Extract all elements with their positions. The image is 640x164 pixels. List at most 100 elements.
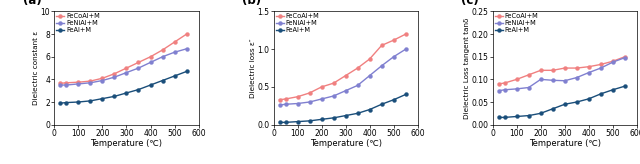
FeAl+M	[111, 95, 118, 97]
FeCoAl+M	[75, 81, 83, 83]
Y-axis label: Dielectric Loss tangent tanδ: Dielectric Loss tangent tanδ	[464, 17, 470, 119]
FeNiAl+M	[402, 48, 410, 50]
FeCoAl+M	[525, 74, 532, 76]
FeCoAl+M	[561, 67, 568, 69]
FeAl+M	[330, 117, 337, 119]
FeNiAl+M	[597, 67, 605, 69]
FeAl+M	[501, 116, 509, 118]
FeNiAl+M	[513, 88, 520, 90]
FeNiAl+M	[585, 72, 593, 74]
FeCoAl+M	[171, 41, 179, 43]
FeNiAl+M	[111, 76, 118, 78]
FeCoAl+M	[621, 56, 628, 58]
FeCoAl+M	[317, 86, 325, 88]
Line: FeCoAl+M: FeCoAl+M	[58, 32, 189, 85]
FeCoAl+M	[134, 61, 142, 63]
FeNiAl+M	[294, 102, 301, 104]
Line: FeNiAl+M: FeNiAl+M	[278, 47, 408, 107]
FeCoAl+M	[56, 82, 64, 84]
FeAl+M	[171, 75, 179, 77]
FeCoAl+M	[330, 82, 337, 84]
FeAl+M	[282, 121, 289, 123]
FeCoAl+M	[513, 78, 520, 80]
FeNiAl+M	[549, 79, 557, 81]
Line: FeCoAl+M: FeCoAl+M	[278, 32, 408, 102]
FeNiAl+M	[342, 90, 349, 92]
FeNiAl+M	[282, 103, 289, 105]
Y-axis label: Dielectric loss ε″: Dielectric loss ε″	[250, 38, 256, 98]
FeCoAl+M	[63, 82, 70, 84]
FeAl+M	[56, 102, 64, 104]
FeNiAl+M	[159, 56, 166, 58]
FeCoAl+M	[609, 60, 616, 62]
FeAl+M	[276, 121, 284, 123]
FeNiAl+M	[171, 51, 179, 53]
FeCoAl+M	[182, 33, 190, 35]
FeNiAl+M	[501, 89, 509, 91]
FeAl+M	[378, 103, 385, 105]
FeAl+M	[390, 99, 397, 101]
FeAl+M	[147, 84, 154, 86]
FeCoAl+M	[111, 73, 118, 75]
FeCoAl+M	[366, 58, 374, 60]
FeCoAl+M	[495, 83, 502, 85]
FeAl+M	[123, 92, 131, 94]
FeAl+M	[621, 85, 628, 87]
FeAl+M	[317, 118, 325, 120]
FeNiAl+M	[378, 65, 385, 67]
FeAl+M	[513, 115, 520, 117]
FeCoAl+M	[159, 49, 166, 51]
FeAl+M	[75, 101, 83, 103]
FeNiAl+M	[573, 77, 580, 79]
FeCoAl+M	[294, 96, 301, 98]
FeCoAl+M	[276, 99, 284, 101]
FeCoAl+M	[501, 82, 509, 84]
FeAl+M	[597, 93, 605, 95]
Line: FeNiAl+M: FeNiAl+M	[497, 56, 627, 93]
FeCoAl+M	[99, 77, 106, 79]
Text: (b): (b)	[242, 0, 261, 7]
FeCoAl+M	[123, 67, 131, 69]
FeNiAl+M	[495, 90, 502, 92]
FeCoAl+M	[86, 80, 94, 82]
FeAl+M	[342, 115, 349, 117]
FeCoAl+M	[390, 39, 397, 41]
FeAl+M	[402, 93, 410, 95]
FeNiAl+M	[56, 84, 64, 86]
FeAl+M	[495, 116, 502, 118]
FeAl+M	[86, 100, 94, 102]
FeCoAl+M	[573, 67, 580, 69]
FeAl+M	[182, 71, 190, 72]
FeNiAl+M	[306, 101, 314, 103]
FeNiAl+M	[561, 80, 568, 82]
FeNiAl+M	[63, 84, 70, 86]
FeAl+M	[354, 112, 362, 114]
FeNiAl+M	[123, 72, 131, 74]
FeAl+M	[63, 102, 70, 103]
FeCoAl+M	[597, 63, 605, 65]
FeCoAl+M	[537, 69, 545, 71]
FeNiAl+M	[621, 57, 628, 59]
FeAl+M	[573, 101, 580, 103]
FeNiAl+M	[317, 98, 325, 100]
FeNiAl+M	[525, 87, 532, 89]
FeCoAl+M	[306, 92, 314, 94]
FeCoAl+M	[342, 75, 349, 77]
FeNiAl+M	[609, 61, 616, 63]
Text: (c): (c)	[461, 0, 479, 7]
FeAl+M	[159, 80, 166, 82]
FeNiAl+M	[182, 48, 190, 50]
FeAl+M	[366, 109, 374, 111]
FeAl+M	[294, 121, 301, 123]
FeNiAl+M	[99, 80, 106, 82]
FeAl+M	[537, 112, 545, 114]
FeCoAl+M	[378, 44, 385, 46]
X-axis label: Temperature (℃): Temperature (℃)	[90, 139, 163, 148]
Line: FeAl+M: FeAl+M	[497, 84, 627, 119]
Line: FeAl+M: FeAl+M	[278, 92, 408, 124]
Line: FeNiAl+M: FeNiAl+M	[58, 47, 189, 87]
FeCoAl+M	[549, 69, 557, 71]
FeNiAl+M	[366, 75, 374, 77]
X-axis label: Temperature (℃): Temperature (℃)	[529, 139, 601, 148]
FeAl+M	[99, 98, 106, 100]
